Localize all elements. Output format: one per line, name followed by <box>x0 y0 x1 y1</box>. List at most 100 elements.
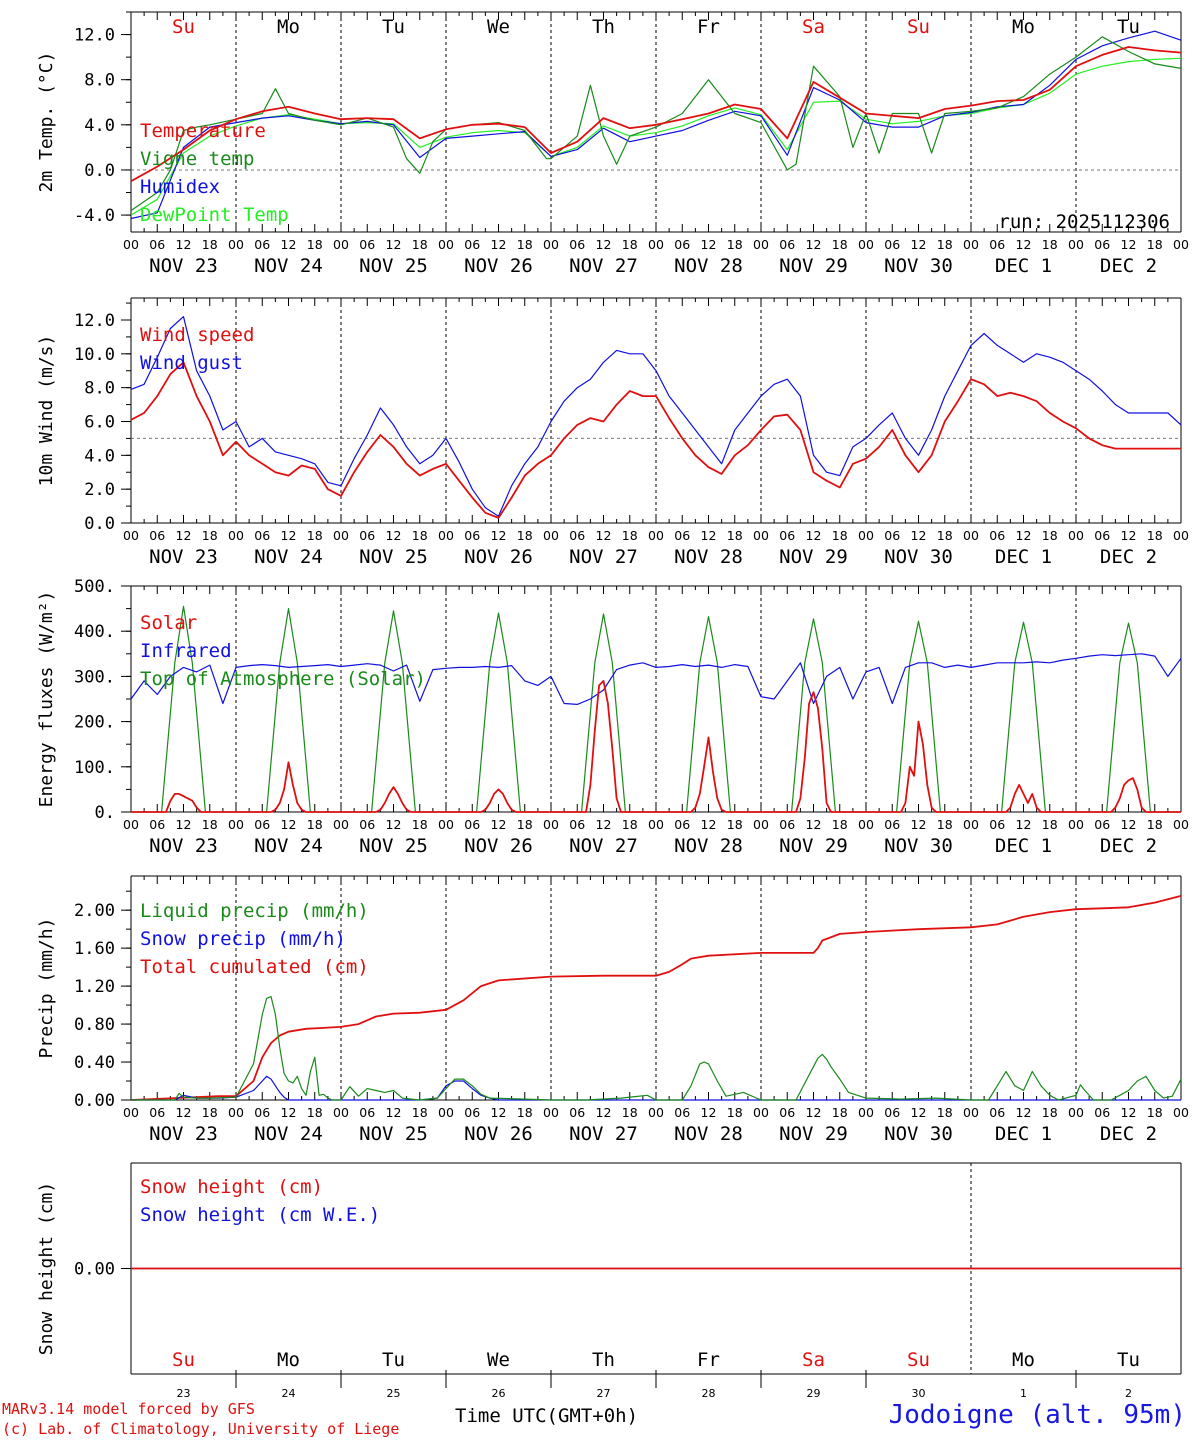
series-line-wind-speed <box>130 361 1181 519</box>
hour-label: 12 <box>806 1105 822 1120</box>
day-number: 25 <box>387 1387 401 1400</box>
hour-label: 06 <box>254 237 270 252</box>
hour-label: 12 <box>176 237 192 252</box>
date-label: NOV 26 <box>464 1123 533 1145</box>
date-label: NOV 24 <box>254 1123 323 1145</box>
legend-entry: DewPoint Temp <box>140 204 289 226</box>
y-tick-label: 400. <box>74 622 115 642</box>
hour-label: 00 <box>543 1105 559 1120</box>
hour-label: 12 <box>911 237 927 252</box>
hour-label: 12 <box>1016 237 1032 252</box>
hour-label: 12 <box>1016 528 1032 543</box>
legend-entry: Top of Atmosphere (Solar) <box>140 668 426 690</box>
hour-label: 00 <box>1068 237 1084 252</box>
day-name-top: Mo <box>277 16 300 38</box>
y-tick-label: 8.0 <box>84 379 115 399</box>
hour-label: 06 <box>359 817 375 832</box>
y-tick-label: 8.0 <box>84 71 115 91</box>
hour-label: 06 <box>989 528 1005 543</box>
hour-label: 18 <box>517 1105 533 1120</box>
hour-label: 18 <box>307 1105 323 1120</box>
y-axis-title: Precip (mm/h) <box>36 918 57 1059</box>
hour-label: 06 <box>464 1105 480 1120</box>
hour-label: 00 <box>333 237 349 252</box>
hour-label: 00 <box>228 817 244 832</box>
hour-label: 12 <box>491 237 507 252</box>
date-label: NOV 30 <box>884 546 953 568</box>
date-label: NOV 28 <box>674 255 743 277</box>
hour-label: 18 <box>412 237 428 252</box>
panel-4 <box>121 875 1182 1101</box>
hour-label: 12 <box>1121 817 1137 832</box>
hour-label: 18 <box>622 1105 638 1120</box>
hour-label: 18 <box>937 528 953 543</box>
hour-label: 18 <box>412 1105 428 1120</box>
legend-entry: Vigne temp <box>140 148 254 170</box>
hour-label: 06 <box>884 1105 900 1120</box>
hour-label: 18 <box>1042 528 1058 543</box>
day-name-top: Su <box>172 16 195 38</box>
hour-label: 00 <box>438 817 454 832</box>
date-label: NOV 24 <box>254 255 323 277</box>
hour-label: 00 <box>753 1105 769 1120</box>
hour-label: 06 <box>674 237 690 252</box>
day-number: 26 <box>492 1387 506 1400</box>
hour-label: 06 <box>149 817 165 832</box>
hour-label: 18 <box>727 817 743 832</box>
hour-label: 12 <box>176 817 192 832</box>
hour-label: 00 <box>963 237 979 252</box>
legend-entry: Snow height (cm) <box>140 1176 323 1198</box>
hour-label: 18 <box>937 1105 953 1120</box>
panel-2 <box>121 297 1182 524</box>
day-number: 30 <box>912 1387 926 1400</box>
hour-label: 06 <box>1094 237 1110 252</box>
hour-label: 18 <box>202 1105 218 1120</box>
hour-label: 00 <box>123 817 139 832</box>
hour-label: 12 <box>281 237 297 252</box>
hour-label: 06 <box>254 528 270 543</box>
hour-label: 00 <box>1068 528 1084 543</box>
date-label: DEC 1 <box>995 835 1052 857</box>
day-name-bottom: Tu <box>382 1349 405 1371</box>
hour-label: 18 <box>517 817 533 832</box>
hour-label: 18 <box>622 817 638 832</box>
hour-label: 06 <box>779 1105 795 1120</box>
date-label: NOV 26 <box>464 255 533 277</box>
y-tick-label: 12.0 <box>74 311 115 331</box>
hour-label: 06 <box>464 237 480 252</box>
hour-label: 00 <box>228 528 244 543</box>
date-label: DEC 2 <box>1100 1123 1157 1145</box>
hour-label: 12 <box>281 1105 297 1120</box>
hour-label: 12 <box>491 1105 507 1120</box>
date-label: NOV 24 <box>254 835 323 857</box>
hour-label: 06 <box>674 817 690 832</box>
y-axis-title: 10m Wind (m/s) <box>36 335 57 487</box>
legend-entry: Infrared <box>140 640 232 662</box>
date-label: NOV 25 <box>359 835 428 857</box>
hour-label: 00 <box>648 1105 664 1120</box>
panel-1 <box>121 11 1182 233</box>
date-label: DEC 2 <box>1100 255 1157 277</box>
series-line-total-cumulated-cm- <box>130 895 1182 1101</box>
hour-label: 18 <box>1147 1105 1163 1120</box>
hour-label: 00 <box>1173 817 1189 832</box>
hour-label: 12 <box>911 1105 927 1120</box>
hour-label: 00 <box>648 237 664 252</box>
hour-label: 18 <box>622 528 638 543</box>
y-tick-label: 1.20 <box>74 977 115 997</box>
date-label: NOV 30 <box>884 835 953 857</box>
date-label: DEC 1 <box>995 546 1052 568</box>
legend-entry: Solar <box>140 612 197 634</box>
day-number: 28 <box>702 1387 716 1400</box>
y-tick-label: 0.00 <box>74 1260 115 1280</box>
day-name-top: Fr <box>697 16 720 38</box>
date-label: DEC 1 <box>995 1123 1052 1145</box>
hour-label: 06 <box>569 1105 585 1120</box>
hour-label: 18 <box>307 528 323 543</box>
y-tick-label: 12.0 <box>74 26 115 46</box>
day-number: 27 <box>597 1387 611 1400</box>
hour-label: 18 <box>832 528 848 543</box>
date-label: NOV 23 <box>149 835 218 857</box>
legend-entry: Snow height (cm W.E.) <box>140 1204 380 1226</box>
hour-label: 06 <box>254 817 270 832</box>
